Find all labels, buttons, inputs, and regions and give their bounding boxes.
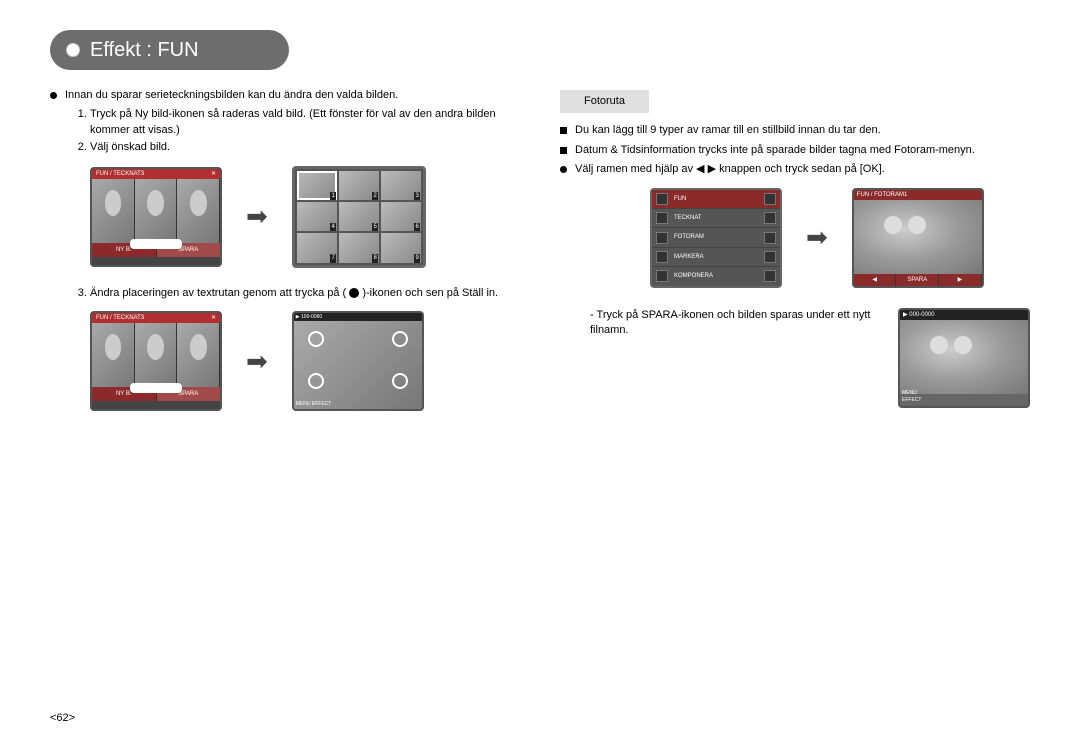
r-bullet-2: Datum & Tidsinformation trycks inte på s… (560, 143, 1030, 158)
r-bullet-1: Du kan lägg till 9 typer av ramar till e… (560, 123, 1030, 138)
menu-effect-label-r: MENUEFFECT (902, 390, 921, 404)
bullet-icon (560, 166, 567, 173)
round-button-icon (349, 288, 359, 298)
r-bullet-3: Välj ramen med hjälp av ◀ ▶ knappen och … (560, 162, 1030, 177)
lcd-top-label-b: FUN / TECKNAT3 (96, 313, 144, 323)
step-2: Välj önskad bild. (90, 140, 520, 155)
intro-bullet: Innan du sparar serieteckningsbilden kan… (50, 88, 520, 103)
lcd-fun-menu: FUN TECKNAT FOTORAM MARKERA KOMPONERA (650, 188, 782, 288)
square-bullet-icon (560, 127, 567, 134)
menu-item-tecknat[interactable]: TECKNAT (652, 209, 780, 228)
section-title-bar: Effekt : FUN (50, 30, 520, 70)
lcd-saved-preview: ▶ 000-0000 MENUEFFECT (898, 308, 1030, 408)
lcd-framed-preview: ▶ 100-0060 MENU EFFECT (292, 311, 424, 411)
bullet-icon (50, 92, 57, 99)
menu-effect-label: MENU EFFECT (296, 401, 332, 407)
arrow-icon: ➡ (246, 198, 268, 234)
fotoruta-heading: Fotoruta (560, 90, 649, 113)
lcd-row-right: FUN TECKNAT FOTORAM MARKERA KOMPONERA ➡ … (650, 188, 1030, 288)
step-3: Ändra placeringen av textrutan genom att… (90, 286, 520, 301)
square-bullet-icon (560, 147, 567, 154)
lcd-cartoon3-b: FUN / TECKNAT3✕ NY B. SPARA (90, 311, 222, 411)
lcd-fotoram-preview: FUN / FOTORAM1 ◀ SPARA ▶ (852, 188, 984, 288)
intro-text: Innan du sparar serieteckningsbilden kan… (65, 88, 398, 103)
left-column: Effekt : FUN Innan du sparar serieteckni… (50, 30, 520, 429)
menu-item-komponera[interactable]: KOMPONERA (652, 267, 780, 285)
wedding-bar-label: FUN / FOTORAM1 (857, 192, 908, 198)
right-column: Fotoruta Du kan lägg till 9 typer av ram… (560, 30, 1030, 429)
save-note-text: Tryck på SPARA-ikonen och bilden sparas … (590, 309, 870, 336)
arrow-icon-b: ➡ (246, 343, 268, 379)
section-title: Effekt : FUN (50, 30, 289, 70)
lcd-row-1: FUN / TECKNAT3✕ NY B. SPARA ➡ 1 2 3 4 5 (90, 166, 520, 268)
lcd-cartoon3: FUN / TECKNAT3✕ NY B. SPARA (90, 167, 222, 267)
save-note-row: - Tryck på SPARA-ikonen och bilden spara… (560, 308, 1030, 408)
arrow-icon-r: ➡ (806, 219, 828, 255)
menu-item-fun[interactable]: FUN (652, 190, 780, 209)
step-1: Tryck på Ny bild-ikonen så raderas vald … (90, 107, 520, 138)
wedding-save-btn[interactable]: SPARA (896, 274, 939, 286)
framed-hdr: 100-0060 (301, 314, 322, 320)
lcd-grid-select: 1 2 3 4 5 6 7 8 9 (292, 166, 426, 268)
title-text: Effekt : FUN (90, 39, 199, 61)
title-dot-icon (66, 43, 80, 57)
lcd-top-label: FUN / TECKNAT3 (96, 169, 144, 179)
saved-hdr: 000-0000 (909, 312, 934, 318)
menu-item-fotoram[interactable]: FOTORAM (652, 228, 780, 247)
menu-item-markera[interactable]: MARKERA (652, 248, 780, 267)
steps-list-2: Ändra placeringen av textrutan genom att… (72, 286, 520, 301)
steps-list: Tryck på Ny bild-ikonen så raderas vald … (72, 107, 520, 155)
lcd-row-2: FUN / TECKNAT3✕ NY B. SPARA ➡ ▶ 100-0060… (90, 311, 520, 411)
page-number: <62> (50, 711, 75, 726)
lcd-top-x: ✕ (211, 169, 216, 179)
